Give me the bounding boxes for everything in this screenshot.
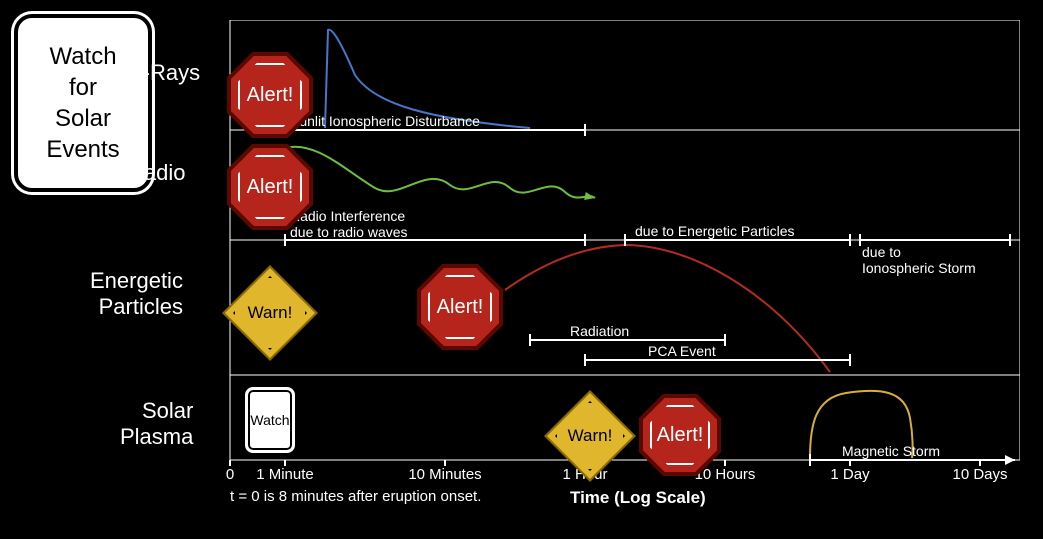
event-label: due to Ionospheric Storm (862, 244, 976, 276)
alert-sign: Alert! (643, 398, 717, 472)
event-label: Radiation (570, 323, 629, 339)
alert-sign: Alert! (421, 268, 499, 346)
solar-events-chart: X-RaysRadioEnergetic ParticlesSolar Plas… (170, 20, 1020, 500)
alert-sign: Alert! (231, 56, 309, 134)
curve-radio (285, 147, 595, 198)
row-label-particles: Energetic Particles (90, 268, 183, 320)
row-label-plasma: Solar Plasma (120, 398, 193, 450)
event-label: Magnetic Storm (842, 443, 940, 459)
x-tick-label: 10 Minutes (400, 466, 490, 483)
sign-line: Solar (46, 103, 119, 134)
alert-sign: Alert! (231, 148, 309, 226)
row-label-xrays: X-Rays (128, 60, 200, 86)
event-label: due to Energetic Particles (635, 223, 795, 239)
x-tick-label: 1 Day (805, 466, 895, 483)
row-label-radio: Radio (128, 160, 185, 186)
warn-sign: Warn! (547, 393, 633, 479)
warn-sign: Warn! (225, 268, 315, 358)
event-label: Sunlit Ionospheric Disturbance (290, 113, 480, 129)
sign-line: Events (46, 134, 119, 165)
x-tick-label: 1 Minute (240, 466, 330, 483)
sign-line: Watch (46, 41, 119, 72)
event-bar-arrow (1005, 455, 1015, 465)
sign-line: for (46, 72, 119, 103)
watch-sign-small: Watch (245, 387, 295, 453)
x-axis-title: Time (Log Scale) (570, 488, 706, 508)
x-tick-label: 10 Days (935, 466, 1025, 483)
event-label: PCA Event (648, 343, 716, 359)
footnote: t = 0 is 8 minutes after eruption onset. (230, 488, 481, 505)
